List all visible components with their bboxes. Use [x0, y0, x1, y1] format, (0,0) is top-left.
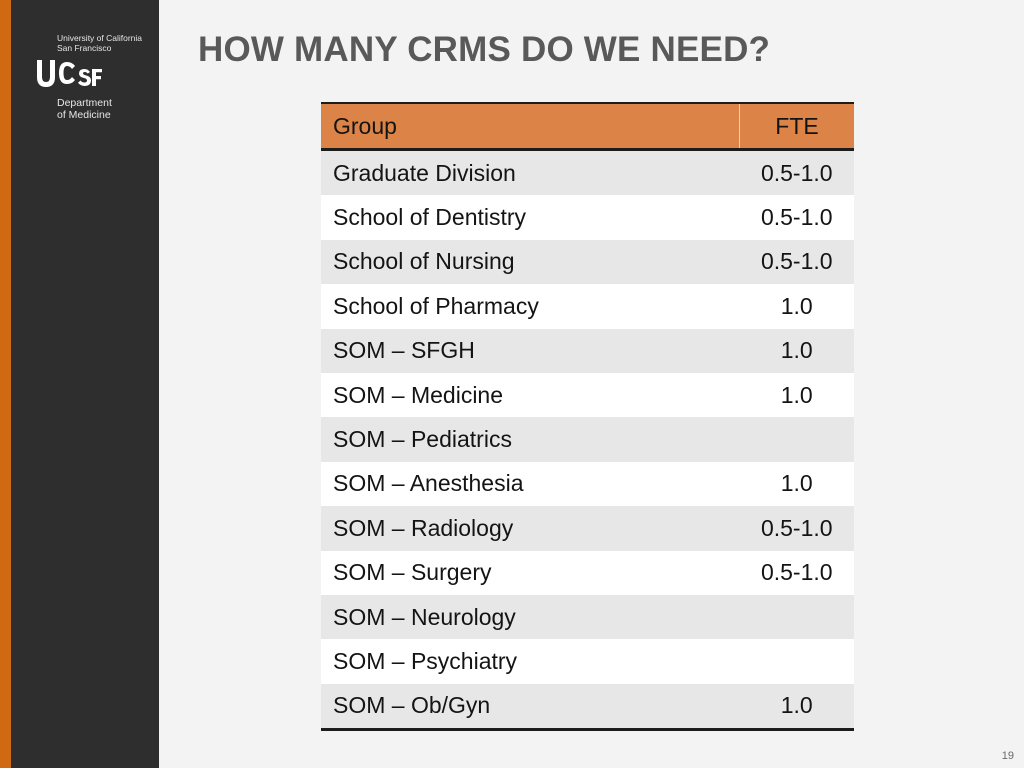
table-row: SOM – Neurology: [321, 594, 854, 640]
accent-stripe: [0, 0, 11, 768]
group-cell: SOM – Surgery: [321, 550, 740, 595]
fte-cell: 0.5-1.0: [739, 149, 854, 196]
group-cell: SOM – Pediatrics: [321, 417, 740, 462]
table-row: Graduate Division 0.5-1.0: [321, 149, 854, 196]
university-name-line1: University of California: [57, 33, 143, 43]
sidebar: University of California San Francisco D…: [11, 0, 159, 768]
table-row: School of Pharmacy 1.0: [321, 284, 854, 329]
fte-cell: 0.5-1.0: [739, 506, 854, 551]
department-line2: of Medicine: [57, 109, 111, 121]
slide-number: 19: [1001, 750, 1014, 762]
table-row: SOM – Surgery 0.5-1.0: [321, 550, 854, 595]
crm-fte-table: Group FTE Graduate Division 0.5-1.0 Scho…: [321, 102, 854, 732]
group-cell: School of Nursing: [321, 239, 740, 285]
fte-cell: [739, 417, 854, 462]
table-row: SOM – Anesthesia 1.0: [321, 461, 854, 507]
group-cell: SOM – Ob/Gyn: [321, 683, 740, 732]
table-row: SOM – Medicine 1.0: [321, 372, 854, 418]
table-row: School of Dentistry 0.5-1.0: [321, 195, 854, 240]
fte-cell: 0.5-1.0: [739, 239, 854, 285]
group-cell: SOM – Psychiatry: [321, 639, 740, 684]
table-row: SOM – Pediatrics: [321, 417, 854, 462]
fte-cell: 0.5-1.0: [739, 550, 854, 595]
group-cell: School of Dentistry: [321, 195, 740, 240]
table-row: SOM – SFGH 1.0: [321, 328, 854, 373]
group-cell: Graduate Division: [321, 149, 740, 196]
university-name-line2: San Francisco: [57, 43, 112, 53]
fte-cell: 0.5-1.0: [739, 195, 854, 240]
fte-cell: 1.0: [739, 461, 854, 507]
table-row: SOM – Ob/Gyn 1.0: [321, 683, 854, 732]
column-header-fte: FTE: [739, 102, 854, 151]
slide-title: HOW MANY CRMS DO WE NEED?: [198, 30, 771, 69]
group-cell: SOM – SFGH: [321, 328, 740, 373]
ucsf-logo: [37, 60, 102, 87]
table-row: SOM – Radiology 0.5-1.0: [321, 506, 854, 551]
group-cell: SOM – Neurology: [321, 594, 740, 640]
department-line1: Department: [57, 97, 112, 109]
table-row: SOM – Psychiatry: [321, 639, 854, 684]
fte-cell: 1.0: [739, 328, 854, 373]
group-cell: SOM – Radiology: [321, 506, 740, 551]
fte-cell: [739, 639, 854, 684]
fte-cell: 1.0: [739, 284, 854, 329]
group-cell: SOM – Anesthesia: [321, 461, 740, 507]
fte-cell: 1.0: [739, 372, 854, 418]
column-header-group: Group: [321, 102, 740, 151]
fte-cell: [739, 594, 854, 640]
table-row: School of Nursing 0.5-1.0: [321, 239, 854, 285]
group-cell: School of Pharmacy: [321, 284, 740, 329]
group-cell: SOM – Medicine: [321, 372, 740, 418]
table-header-row: Group FTE: [321, 102, 854, 151]
fte-cell: 1.0: [739, 683, 854, 732]
